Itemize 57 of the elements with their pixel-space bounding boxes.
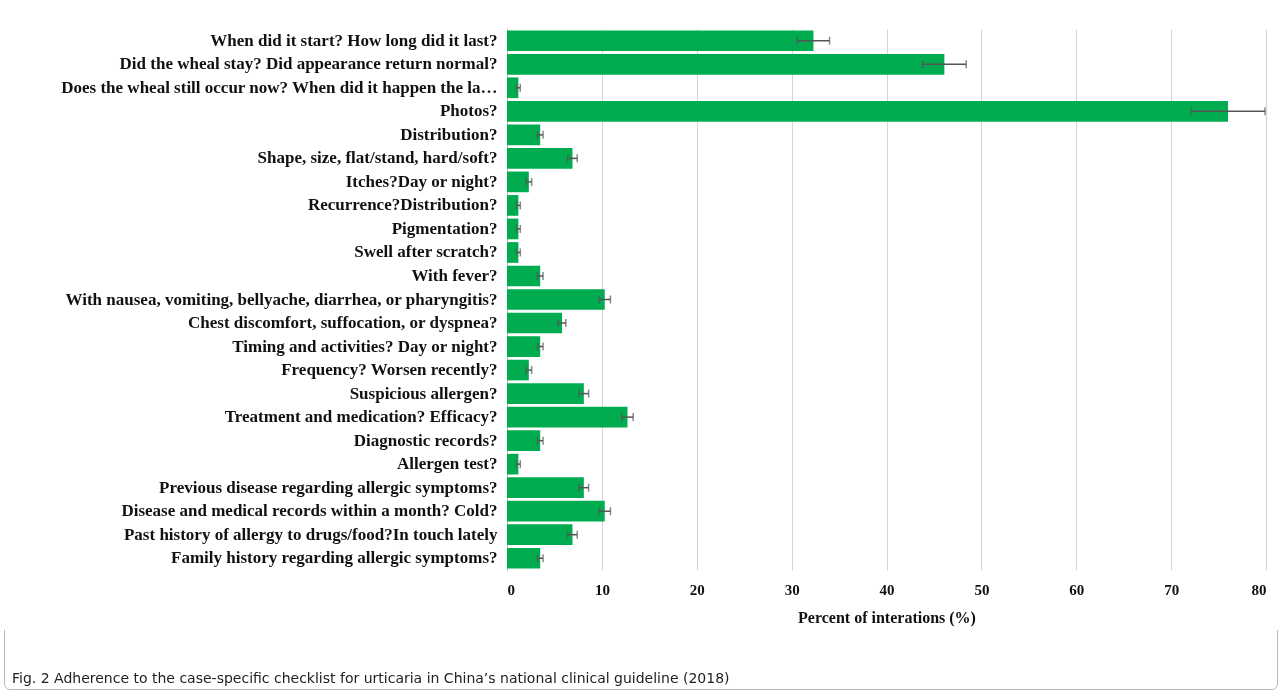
y-tick-label: Frequency? Worsen recently? [281,360,498,380]
x-axis-title: Percent of interations (%) [798,608,976,627]
y-tick-label: With nausea, vomiting, bellyache, diarrhea, or pharyngitis? [65,289,498,309]
y-tick-label: Swell after scratch? [354,242,498,262]
x-tick-label: 70 [1164,581,1180,598]
x-tick-label: 60 [1069,581,1085,598]
bar [507,453,519,475]
bar [507,242,519,263]
y-tick-label: With fever? [411,265,498,285]
bar [507,148,573,169]
bar [507,218,519,240]
bar [507,383,584,404]
bar [507,30,814,52]
y-tick-label: Treatment and medication? Efficacy? [224,407,498,427]
x-tick-label: 30 [784,581,800,598]
bar [507,265,541,287]
x-tick-label: 50 [974,581,990,598]
y-tick-label: Disease and medical records within a month? Cold? [121,501,498,521]
y-tick-label: Does the wheal still occur now? When did it happen the la… [61,77,498,97]
bar [507,524,573,546]
caption: Fig. 2 Adherence to the case-specific checklist for urticaria in China’s national clinical guideline (2018) [12,670,730,686]
bar [507,547,541,569]
y-tick-label: Photos? [439,101,498,121]
y-tick-label: Timing and activities? Day or night? [232,336,498,356]
bar [507,430,541,451]
y-tick-label: Distribution? [400,124,498,144]
bar [507,195,519,216]
bar [507,336,541,357]
x-tick-label: 10 [594,581,610,598]
bar [507,477,584,499]
x-tick-label: 40 [879,581,895,598]
y-tick-label: Pigmentation? [391,218,498,238]
bar [507,500,605,522]
y-tick-label: Past history of allergy to drugs/food?In touch lately [123,524,498,544]
y-tick-label: Recurrence?Distribution? [308,195,498,215]
y-tick-label: Chest discomfort, suffocation, or dyspnea? [188,313,498,333]
bar [507,312,563,334]
bar [507,53,945,75]
bar [507,359,529,381]
x-tick-label: 80 [1251,581,1267,598]
bar [507,289,605,310]
bar [507,77,519,99]
y-tick-label: Allergen test? [396,454,498,474]
x-tick-label: 0 [507,581,515,598]
bar [507,124,541,146]
y-tick-label: Suspicious allergen? [349,383,498,403]
y-tick-label: Shape, size, flat/stand, hard/soft? [257,148,498,168]
y-tick-label: Did the wheal stay? Did appearance return normal? [119,54,498,74]
y-tick-label: Itches?Day or night? [345,171,498,191]
y-tick-label: When did it start? How long did it last? [210,30,498,50]
y-tick-label: Previous disease regarding allergic symptoms? [159,477,498,497]
bar [507,100,1229,122]
y-tick-label: Diagnostic records? [353,430,498,450]
y-tick-label: Family history regarding allergic symptoms? [171,548,498,568]
bar [507,171,529,193]
x-tick-label: 20 [689,581,705,598]
bar [507,406,628,428]
